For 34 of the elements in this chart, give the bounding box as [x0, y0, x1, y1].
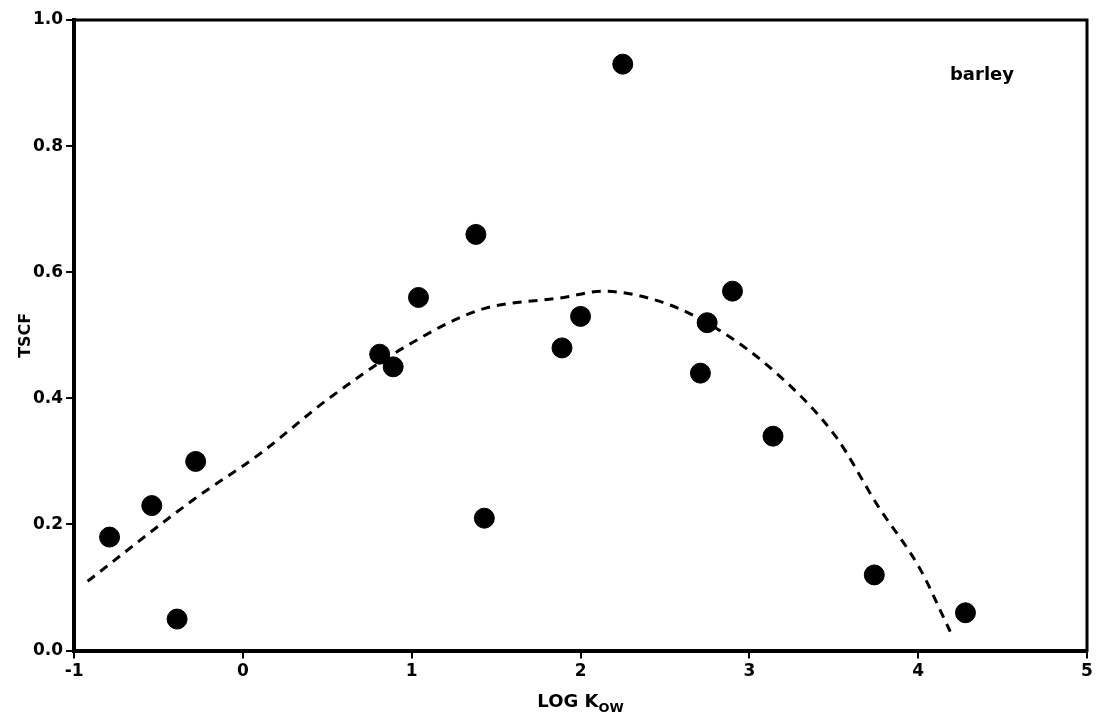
point: [863, 564, 885, 586]
x-tick-label: 1: [405, 660, 418, 681]
point: [408, 286, 429, 308]
x-tick-label: 3: [743, 660, 756, 681]
point: [369, 343, 391, 365]
point: [473, 507, 495, 529]
point: [382, 356, 404, 378]
point: [551, 337, 573, 359]
point: [954, 602, 976, 624]
point: [689, 362, 711, 384]
y-tick-label: 0.2: [32, 512, 64, 533]
point: [721, 280, 743, 302]
y-tick-label: 0.0: [32, 639, 64, 660]
x-tick-label: 4: [912, 660, 925, 681]
point: [570, 305, 592, 327]
point: [141, 495, 163, 517]
y-tick-label: 0.8: [32, 134, 64, 155]
point: [166, 608, 188, 630]
point: [696, 312, 718, 334]
y-tick-label: 0.4: [32, 386, 64, 407]
x-tick-label: 5: [1081, 660, 1093, 681]
y-tick-label: 1.0: [32, 8, 64, 29]
line-series: [86, 289, 952, 634]
x-tick-label: 2: [574, 660, 587, 681]
point: [99, 526, 121, 548]
point: [762, 425, 784, 447]
point: [465, 223, 487, 245]
y-tick-label: 0.6: [32, 260, 64, 281]
point: [185, 450, 207, 472]
x-tick-label: 0: [237, 660, 250, 681]
annotation: barley: [949, 63, 1015, 84]
x-tick-label: -1: [64, 660, 84, 681]
point: [612, 53, 634, 75]
y-axis-title: TSCF: [15, 312, 34, 358]
